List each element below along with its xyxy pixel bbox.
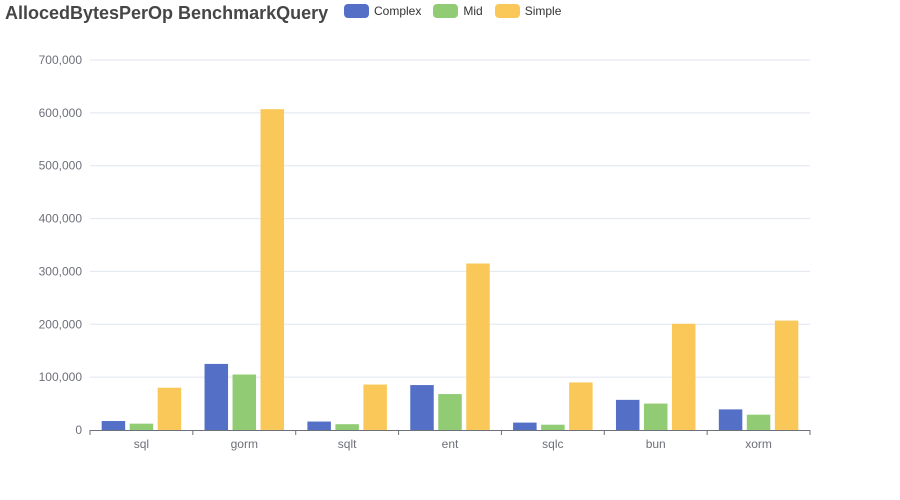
legend-swatch-simple <box>494 4 520 18</box>
bar-simple-ent <box>466 263 490 430</box>
x-tick-label: gorm <box>231 437 258 451</box>
bar-complex-xorm <box>718 409 743 430</box>
legend-label-complex: Complex <box>374 4 422 18</box>
x-tick-label: xorm <box>745 437 772 451</box>
y-tick-label: 600,000 <box>39 106 83 120</box>
bar-mid-sql <box>129 423 154 430</box>
y-tick-label: 200,000 <box>39 317 83 331</box>
bar-mid-gorm <box>232 374 257 430</box>
legend-swatch-complex <box>344 4 369 18</box>
bar-complex-sql <box>101 421 126 430</box>
x-tick-label: sqlc <box>542 437 563 451</box>
y-tick-label: 700,000 <box>39 53 83 67</box>
bar-simple-bun <box>671 323 696 430</box>
bar-complex-gorm <box>204 363 229 430</box>
bar-mid-sqlc <box>541 424 565 430</box>
y-tick-label: 100,000 <box>39 370 83 384</box>
bar-complex-ent <box>410 385 434 430</box>
y-tick-label: 300,000 <box>39 264 83 278</box>
x-tick-label: ent <box>442 437 459 451</box>
bar-complex-sqlt <box>307 421 331 430</box>
chart-title: AllocedBytesPerOp BenchmarkQuery <box>5 3 329 23</box>
y-tick-label: 500,000 <box>39 159 83 173</box>
bar-mid-xorm <box>746 414 771 430</box>
bar-mid-bun <box>643 403 668 430</box>
legend-label-simple: Simple <box>524 4 562 18</box>
bar-simple-xorm <box>774 320 799 430</box>
y-tick-label: 0 <box>75 423 82 437</box>
legend-item-complex[interactable]: Complex <box>344 4 421 18</box>
x-tick-label: bun <box>646 437 666 451</box>
legend: Complex Mid Simple <box>344 4 573 18</box>
bar-complex-sqlc <box>513 422 537 430</box>
bar-mid-ent <box>438 394 462 430</box>
legend-item-simple[interactable]: Simple <box>494 4 562 18</box>
bar-simple-sql <box>157 387 182 430</box>
bar-complex-bun <box>615 399 640 430</box>
bar-simple-sqlt <box>363 384 387 430</box>
y-tick-label: 400,000 <box>39 212 83 226</box>
bar-simple-gorm <box>260 109 285 431</box>
legend-item-mid[interactable]: Mid <box>433 4 483 18</box>
bar-simple-sqlc <box>569 382 593 430</box>
x-tick-label: sqlt <box>338 437 357 451</box>
legend-swatch-mid <box>433 4 459 18</box>
x-tick-label: sql <box>134 437 149 451</box>
bar-mid-sqlt <box>335 424 359 430</box>
legend-label-mid: Mid <box>463 4 483 18</box>
